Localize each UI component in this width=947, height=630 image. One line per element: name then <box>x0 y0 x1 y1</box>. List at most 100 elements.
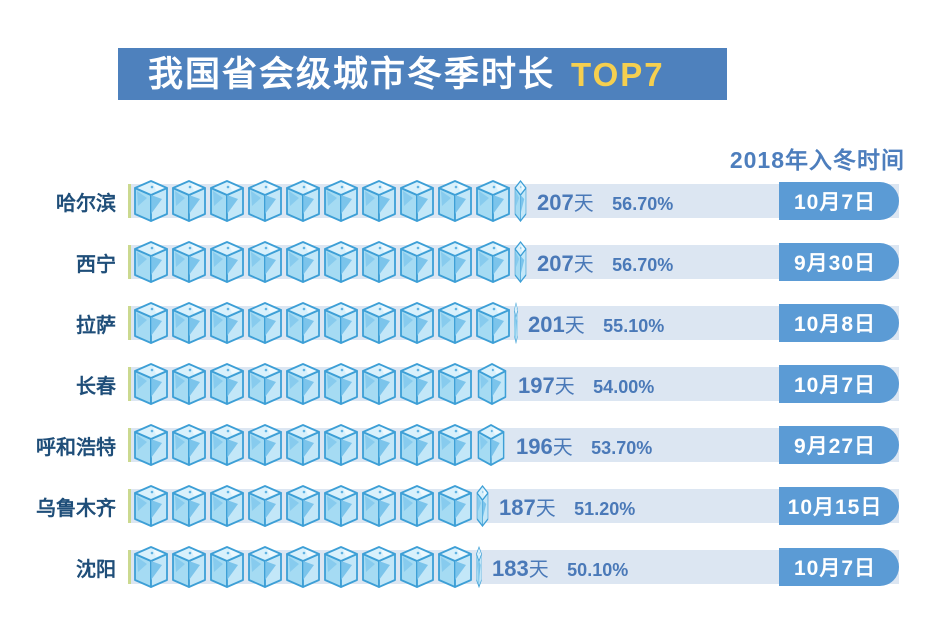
value-label: 183天 50.10% <box>492 553 628 582</box>
ice-cube-bar <box>132 545 482 589</box>
city-row: 哈尔滨 207天 56.70% 10月7日 <box>26 179 899 223</box>
bar-track: 196天 53.70% 9月27日 <box>128 423 899 467</box>
ice-cube-icon <box>172 302 206 344</box>
ice-cube-icon <box>477 424 505 466</box>
ice-cube-icon <box>400 546 434 588</box>
ice-cube-icon <box>248 241 282 283</box>
ice-cube-bar <box>132 484 489 528</box>
days-value: 196 <box>516 433 553 459</box>
title-banner: 我国省会级城市冬季时长 TOP7 <box>118 48 727 100</box>
ice-cube-icon <box>400 363 434 405</box>
ice-cube-icon <box>324 180 358 222</box>
days-unit: 天 <box>552 436 573 459</box>
city-row: 呼和浩特 196天 53.70% 9月27日 <box>26 423 899 467</box>
ice-cube-icon <box>438 485 472 527</box>
ice-cube-icon <box>248 424 282 466</box>
ice-cube-icon <box>476 302 510 344</box>
ice-cube-icon <box>514 241 527 283</box>
ice-cube-icon <box>172 363 206 405</box>
ice-cube-icon <box>172 180 206 222</box>
ice-cube-icon <box>362 485 396 527</box>
bar-content: 197天 54.00% <box>128 362 899 406</box>
ice-cube-icon <box>324 424 358 466</box>
bar-content: 201天 55.10% <box>128 301 899 345</box>
ice-cube-icon <box>324 485 358 527</box>
winter-start-date-badge: 9月27日 <box>779 426 899 464</box>
ice-cube-icon <box>134 546 168 588</box>
ice-cube-icon <box>248 363 282 405</box>
ice-cube-icon <box>210 546 244 588</box>
value-label: 207天 56.70% <box>537 248 673 277</box>
ice-cube-icon <box>362 363 396 405</box>
days-unit: 天 <box>535 497 556 520</box>
ice-cube-icon <box>286 363 320 405</box>
value-label: 197天 54.00% <box>518 370 654 399</box>
ice-cube-icon <box>438 363 472 405</box>
city-label: 长春 <box>76 375 116 398</box>
ice-cube-icon <box>210 180 244 222</box>
ice-cube-icon <box>438 424 472 466</box>
percent-value: 54.00% <box>593 376 655 397</box>
bar-content: 207天 56.70% <box>128 179 899 223</box>
value-label: 201天 55.10% <box>528 309 664 338</box>
days-value: 207 <box>537 189 574 215</box>
ice-cube-icon <box>324 546 358 588</box>
city-label: 拉萨 <box>76 314 116 337</box>
percent-value: 56.70% <box>612 254 674 275</box>
column-header-winter-start: 2018年入冬时间 <box>729 147 905 173</box>
ice-cube-icon <box>400 180 434 222</box>
ice-cube-icon <box>286 546 320 588</box>
percent-value: 55.10% <box>603 315 665 336</box>
days-unit: 天 <box>573 192 594 215</box>
ice-cube-icon <box>134 485 168 527</box>
ice-cube-icon <box>210 241 244 283</box>
bar-content: 187天 51.20% <box>128 484 899 528</box>
bar-track: 197天 54.00% 10月7日 <box>128 362 899 406</box>
days-value: 197 <box>518 372 555 398</box>
ice-cube-icon <box>400 241 434 283</box>
bar-content: 196天 53.70% <box>128 423 899 467</box>
city-label: 沈阳 <box>76 558 116 581</box>
ice-cube-icon <box>514 180 527 222</box>
ice-cube-icon <box>172 485 206 527</box>
days-value: 201 <box>528 311 565 337</box>
ice-cube-icon <box>172 546 206 588</box>
ice-cube-bar <box>132 179 527 223</box>
chart-rows: 哈尔滨 207天 56.70% 10月7日 西宁 207天 56.7 <box>26 179 899 606</box>
ice-cube-icon <box>400 485 434 527</box>
city-row: 沈阳 183天 50.10% 10月7日 <box>26 545 899 589</box>
bar-track: 207天 56.70% 9月30日 <box>128 240 899 284</box>
ice-cube-icon <box>438 546 472 588</box>
city-row: 长春 197天 54.00% 10月7日 <box>26 362 899 406</box>
ice-cube-icon <box>210 424 244 466</box>
ice-cube-icon <box>324 302 358 344</box>
ice-cube-icon <box>362 241 396 283</box>
ice-cube-icon <box>476 180 510 222</box>
ice-cube-icon <box>286 424 320 466</box>
days-value: 183 <box>492 555 529 581</box>
days-unit: 天 <box>554 375 575 398</box>
city-row: 西宁 207天 56.70% 9月30日 <box>26 240 899 284</box>
city-label: 乌鲁木齐 <box>36 497 116 520</box>
ice-cube-icon <box>286 180 320 222</box>
winter-start-date-badge: 10月8日 <box>779 304 899 342</box>
ice-cube-icon <box>400 302 434 344</box>
ice-cube-icon <box>476 485 489 527</box>
percent-value: 53.70% <box>591 437 653 458</box>
ice-cube-icon <box>248 180 282 222</box>
axis-tick <box>128 550 131 584</box>
city-label: 呼和浩特 <box>36 436 116 459</box>
winter-start-date-badge: 10月7日 <box>779 548 899 586</box>
ice-cube-icon <box>172 241 206 283</box>
ice-cube-icon <box>248 546 282 588</box>
days-value: 187 <box>499 494 536 520</box>
percent-value: 51.20% <box>574 498 636 519</box>
bar-track: 207天 56.70% 10月7日 <box>128 179 899 223</box>
ice-cube-icon <box>134 363 168 405</box>
ice-cube-icon <box>286 302 320 344</box>
axis-tick <box>128 245 131 279</box>
ice-cube-bar <box>132 362 508 406</box>
days-unit: 天 <box>528 558 549 581</box>
days-value: 207 <box>537 250 574 276</box>
axis-tick <box>128 184 131 218</box>
